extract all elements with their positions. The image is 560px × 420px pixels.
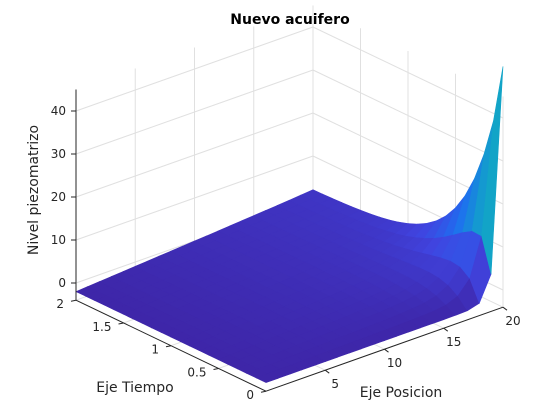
y-tick-label: 1.5 [92, 320, 111, 334]
z-axis-label: Nivel piezomatrizo [26, 125, 42, 255]
z-tick-label: 30 [51, 147, 66, 161]
x-tick-label: 15 [446, 335, 461, 349]
x-tick-label: 20 [505, 314, 520, 328]
y-tick-mark [213, 367, 219, 370]
chart-title: Nuevo acuifero [230, 12, 350, 28]
y-tick-mark [165, 345, 172, 348]
y-tick-mark [260, 390, 267, 393]
grid-line [75, 69, 314, 155]
y-tick-mark [118, 322, 124, 325]
y-tick-label: 2 [56, 297, 64, 311]
y-tick-label: 0 [246, 388, 254, 402]
x-tick-label: 5 [331, 377, 339, 391]
z-tick-label: 40 [51, 104, 66, 118]
grid-line [75, 155, 314, 241]
y-axis-label: Eje Tiempo [96, 380, 174, 396]
y-tick-mark [70, 299, 77, 302]
grid-line [312, 69, 504, 162]
grid-line [75, 26, 314, 112]
surface-mesh [75, 66, 504, 383]
grid-line [312, 26, 504, 119]
x-tick-mark [502, 306, 508, 311]
z-tick-label: 20 [51, 190, 66, 204]
surface-patch [481, 66, 504, 275]
z-tick-label: 10 [51, 233, 66, 247]
x-tick-label: 10 [387, 356, 402, 370]
x-tick-mark [443, 327, 449, 332]
x-axis-label: Eje Posicion [360, 385, 443, 401]
y-tick-label: 1 [151, 343, 159, 357]
x-tick-mark [324, 369, 330, 374]
z-tick-label: 0 [58, 276, 66, 290]
grid-line [75, 112, 314, 198]
axes [70, 89, 508, 393]
x-tick-mark [384, 348, 389, 353]
y-tick-label: 0.5 [187, 365, 206, 379]
